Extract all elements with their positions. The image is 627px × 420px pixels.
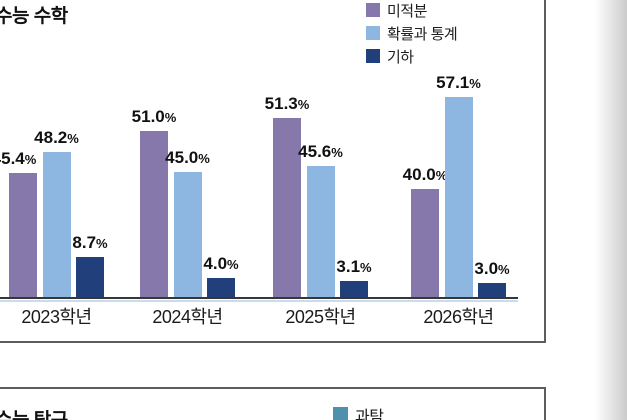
value-number: 8.7 [72,233,97,252]
value-label-s2-g2: 45.0% [148,148,228,169]
percent-sign: % [331,145,343,160]
percent-sign: % [164,110,177,125]
bar-s3-g4 [478,283,506,297]
percent-sign: % [435,168,448,183]
value-label-s1-g4: 40.0% [385,165,465,186]
value-label-s2-g3: 45.6% [281,142,361,163]
bar-s3-g2 [207,278,235,297]
legend-label: 미적분 [387,2,427,20]
percent-sign: % [498,262,510,277]
x-axis-line [0,297,518,299]
percent-sign: % [24,152,37,167]
value-number: 3.1 [336,257,361,276]
chart2-legend: 과탐 [333,407,384,420]
value-label-s2-g4: 57.1% [419,73,499,94]
legend-item: 미적분 [366,3,457,20]
percent-sign: % [198,151,210,166]
value-label-s1-g1: 45.4% [0,149,54,170]
category-label-g1: 2023학년 [21,307,92,327]
value-number: 45.6 [298,142,332,161]
legend-swatch [366,49,380,63]
page-edge-shadow [595,0,627,420]
csat-inquiry-chart-panel [0,387,546,420]
value-number: 3.0 [474,259,499,278]
legend-label: 확률과 통계 [387,25,458,43]
legend-label: 기하 [387,48,414,66]
category-label-g3: 2025학년 [285,307,356,327]
value-number: 45.0 [165,148,199,167]
value-number: 51.0 [131,107,165,126]
chart2-title: 수능 탐구 [0,405,68,420]
value-label-s1-g3: 51.3% [247,94,327,115]
value-label-s3-g4: 3.0% [452,259,532,280]
percent-sign: % [227,257,239,272]
percent-sign: % [297,97,310,112]
value-label-s2-g1: 48.2% [17,128,97,149]
bar-s1-g4 [411,189,439,297]
legend-item: 확률과 통계 [366,26,458,43]
percent-sign: % [360,260,372,275]
legend-swatch [366,3,380,17]
chart1-title: 수능 수학 [0,6,68,27]
bar-s2-g2 [173,172,202,297]
bar-s1-g3 [273,118,301,297]
bar-s2-g3 [306,166,335,297]
bar-s3-g3 [340,281,368,297]
value-number: 45.4 [0,149,25,168]
bar-s1-g2 [140,131,168,297]
value-number: 51.3 [264,94,298,113]
percent-sign: % [96,236,108,251]
legend-label: 과탐 [355,408,384,420]
value-label-s3-g1: 8.7% [50,233,130,254]
legend-item: 과탐 [333,407,384,420]
bar-s2-g4 [444,97,473,297]
category-label-g2: 2024학년 [152,307,223,327]
value-label-s1-g2: 51.0% [114,107,194,128]
legend-item: 기하 [366,49,457,66]
bar-s3-g1 [76,257,104,297]
bar-s2-g1 [42,152,71,297]
value-label-s3-g2: 4.0% [181,254,261,275]
category-label-g4: 2026학년 [423,307,494,327]
percent-sign: % [469,76,481,91]
bar-s1-g1 [9,173,37,297]
legend-swatch [366,26,380,40]
x-axis-underline [0,300,518,302]
legend-swatch [333,407,348,420]
value-number: 4.0 [203,254,228,273]
percent-sign: % [67,131,79,146]
value-label-s3-g3: 3.1% [314,257,394,278]
value-number: 48.2 [34,128,68,147]
value-number: 40.0 [402,165,436,184]
value-number: 57.1 [436,73,470,92]
